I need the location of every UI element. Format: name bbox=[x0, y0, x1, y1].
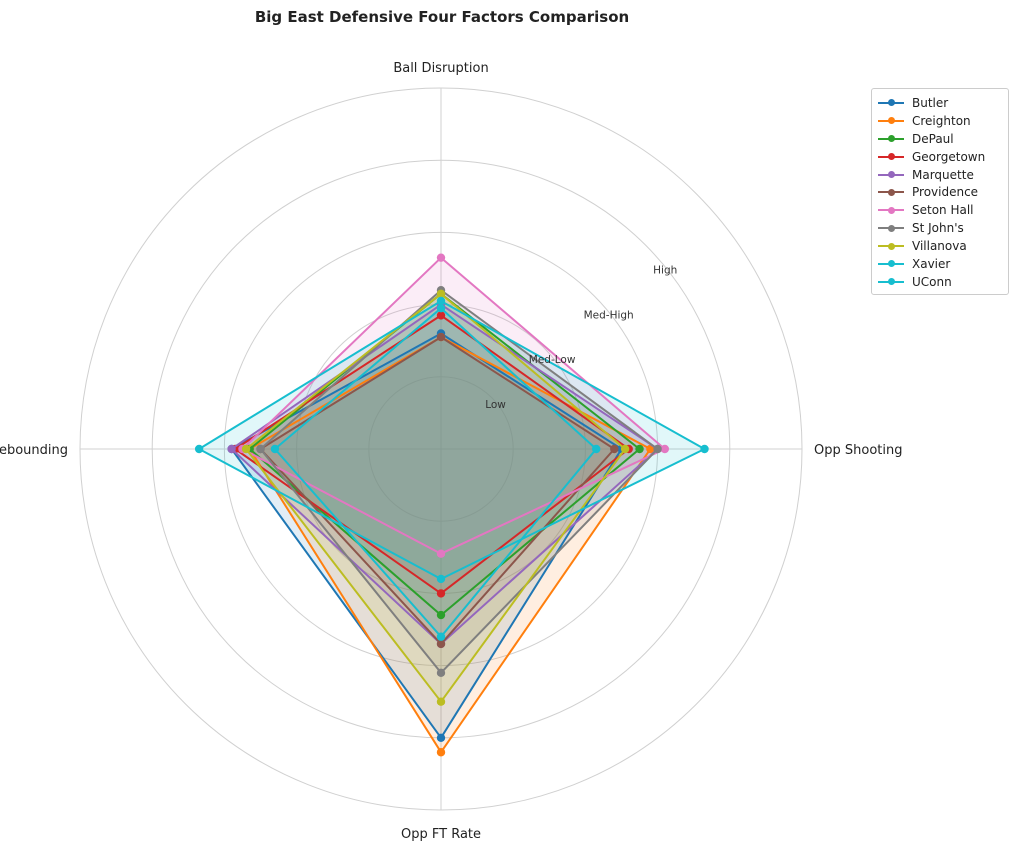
series-point bbox=[436, 574, 446, 584]
legend-swatch bbox=[878, 240, 904, 252]
series-point bbox=[194, 444, 204, 454]
series-point bbox=[620, 444, 630, 454]
series-point bbox=[436, 668, 446, 678]
level-label: Low bbox=[485, 399, 506, 411]
series-point bbox=[436, 304, 446, 313]
series-fill bbox=[260, 337, 615, 644]
legend-item: UConn bbox=[872, 273, 1008, 291]
series-point bbox=[610, 444, 619, 454]
series-point bbox=[436, 289, 446, 298]
series-point bbox=[256, 444, 265, 454]
axis-label: Opp Shooting bbox=[814, 443, 902, 458]
series-fill bbox=[231, 333, 622, 738]
legend-item: St John's bbox=[872, 219, 1008, 237]
legend-item: DePaul bbox=[872, 130, 1008, 148]
series-fill bbox=[249, 337, 651, 753]
radar-series bbox=[194, 253, 709, 757]
series-point bbox=[436, 697, 446, 706]
series-point bbox=[227, 444, 236, 454]
legend-label: Georgetown bbox=[912, 149, 986, 164]
legend-label: Creighton bbox=[912, 113, 971, 128]
legend-item: Butler bbox=[872, 94, 1008, 112]
series-point bbox=[646, 444, 655, 454]
level-label: Med-Low bbox=[529, 354, 576, 366]
legend-swatch bbox=[878, 204, 904, 216]
legend-label: Butler bbox=[912, 95, 949, 110]
legend-swatch bbox=[878, 276, 904, 288]
series-point bbox=[436, 748, 446, 757]
legend-swatch bbox=[878, 97, 904, 109]
legend-swatch bbox=[878, 258, 904, 270]
legend-item: Villanova bbox=[872, 237, 1008, 255]
legend-label: Providence bbox=[912, 185, 979, 200]
series-point bbox=[436, 253, 446, 262]
radar-labels: Ball Disruption Opp Shooting Opp FT Rate De… bbox=[0, 61, 902, 842]
legend-item: Xavier bbox=[872, 255, 1008, 273]
legend-swatch bbox=[878, 133, 904, 145]
legend-label: UConn bbox=[912, 274, 952, 289]
series-point bbox=[436, 549, 446, 558]
series-point bbox=[436, 332, 446, 342]
series-point bbox=[436, 311, 446, 320]
series-point bbox=[270, 444, 280, 454]
series-point bbox=[635, 444, 644, 454]
series-point bbox=[700, 444, 709, 454]
axis-label: Opp FT Rate bbox=[401, 827, 481, 842]
legend-swatch bbox=[878, 169, 904, 181]
legend: Butler Creighton DePaul Georgetown Marquette… bbox=[871, 88, 1009, 295]
series-fill bbox=[242, 257, 665, 554]
legend-item: Seton Hall bbox=[872, 201, 1008, 219]
legend-item: Georgetown bbox=[872, 148, 1008, 166]
series-point bbox=[436, 639, 446, 649]
series-point bbox=[436, 610, 446, 620]
legend-label: DePaul bbox=[912, 131, 954, 146]
legend-label: St John's bbox=[912, 221, 964, 236]
legend-label: Villanova bbox=[912, 239, 967, 254]
series-point bbox=[653, 444, 662, 454]
level-label: High bbox=[653, 264, 677, 276]
axis-label: Def Rebounding bbox=[0, 443, 68, 458]
series-point bbox=[592, 444, 601, 454]
series-point bbox=[436, 589, 446, 598]
legend-item: Marquette bbox=[872, 166, 1008, 184]
level-label: Med-High bbox=[584, 309, 634, 321]
legend-label: Marquette bbox=[912, 167, 974, 182]
series-point bbox=[241, 444, 251, 454]
series-fill bbox=[199, 301, 705, 579]
legend-swatch bbox=[878, 151, 904, 163]
legend-swatch bbox=[878, 115, 904, 127]
legend-item: Providence bbox=[872, 183, 1008, 201]
series-point bbox=[436, 632, 446, 641]
series-point bbox=[436, 733, 446, 742]
legend-swatch bbox=[878, 186, 904, 198]
legend-label: Seton Hall bbox=[912, 203, 974, 218]
series-fill bbox=[249, 293, 640, 616]
series-point bbox=[660, 444, 670, 454]
series-point bbox=[436, 296, 446, 306]
legend-label: Xavier bbox=[912, 256, 951, 271]
chart-title: Big East Defensive Four Factors Comparis… bbox=[255, 8, 629, 26]
legend-swatch bbox=[878, 222, 904, 234]
axis-label: Ball Disruption bbox=[393, 61, 488, 76]
legend-item: Creighton bbox=[872, 112, 1008, 130]
